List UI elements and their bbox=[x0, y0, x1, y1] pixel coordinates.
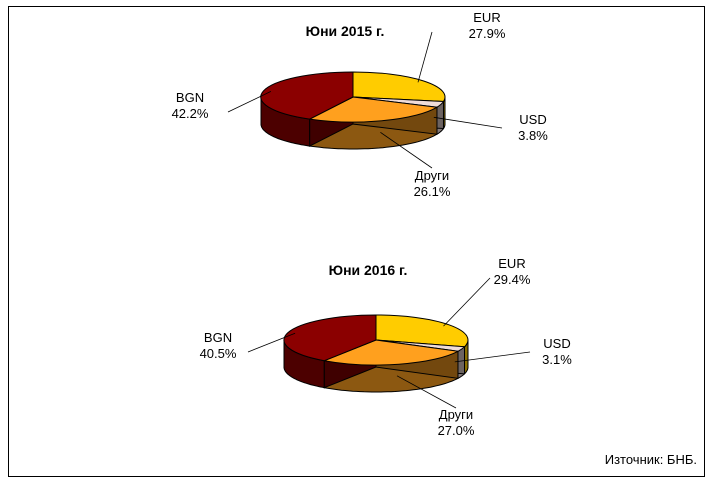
leader-line-bgn bbox=[227, 91, 272, 113]
slice-label-eur: EUR bbox=[498, 256, 525, 271]
slice-bgn bbox=[260, 71, 354, 120]
chart-title: Юни 2016 г. bbox=[329, 262, 408, 278]
source-note: Източник: БНБ. bbox=[604, 452, 697, 467]
slice-value-usd: 3.1% bbox=[542, 352, 572, 367]
slice-other bbox=[322, 339, 460, 366]
leader-line-other bbox=[380, 131, 433, 169]
leader-line-eur bbox=[443, 277, 491, 327]
slice-eur bbox=[352, 71, 446, 103]
leader-line-bgn bbox=[247, 332, 296, 353]
slice-label-other: Други bbox=[415, 168, 449, 183]
slice-bgn bbox=[283, 314, 377, 362]
slice-value-eur: 27.9% bbox=[469, 26, 506, 41]
pie-top bbox=[260, 71, 446, 123]
slice-label-eur: EUR bbox=[473, 10, 500, 25]
slice-value-other: 26.1% bbox=[414, 184, 451, 199]
slice-label-usd: USD bbox=[543, 336, 570, 351]
slice-value-other: 27.0% bbox=[438, 423, 475, 438]
slice-label-usd: USD bbox=[519, 112, 546, 127]
slice-value-usd: 3.8% bbox=[518, 128, 548, 143]
leader-line-usd bbox=[433, 116, 503, 129]
slice-label-bgn: BGN bbox=[176, 90, 204, 105]
leader-line-eur bbox=[417, 31, 433, 83]
slice-value-bgn: 40.5% bbox=[200, 346, 237, 361]
slice-value-bgn: 42.2% bbox=[172, 106, 209, 121]
slice-value-eur: 29.4% bbox=[494, 272, 531, 287]
slice-label-bgn: BGN bbox=[204, 330, 232, 345]
chart-title: Юни 2015 г. bbox=[306, 23, 385, 39]
leader-line-other bbox=[396, 375, 457, 409]
leader-line-usd bbox=[454, 351, 531, 363]
pie-top bbox=[283, 314, 469, 366]
slice-label-other: Други bbox=[439, 407, 473, 422]
slice-eur bbox=[375, 314, 469, 348]
